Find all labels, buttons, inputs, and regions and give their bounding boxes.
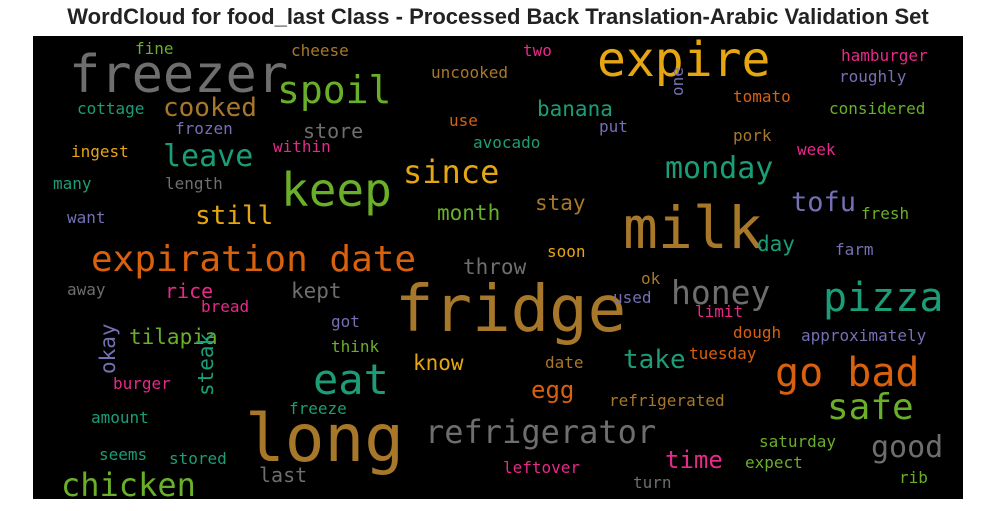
word-tofu: tofu (791, 187, 856, 218)
word-long: long (245, 400, 404, 477)
word-expect: expect (745, 453, 803, 472)
word-still: still (195, 201, 273, 231)
word-within: within (273, 137, 331, 156)
word-monday: monday (665, 151, 773, 186)
word-hamburger: hamburger (841, 46, 928, 65)
word-use: use (449, 111, 478, 130)
word-honey: honey (671, 273, 770, 312)
word-kept: kept (291, 279, 342, 303)
word-stay: stay (535, 191, 586, 215)
word-put: put (599, 117, 628, 136)
word-one: one (668, 67, 687, 96)
word-steak: steak (194, 332, 218, 396)
word-month: month (437, 201, 500, 225)
word-two: two (523, 41, 552, 60)
word-ingest: ingest (71, 142, 129, 161)
word-good: good (871, 430, 943, 465)
word-limit: limit (695, 302, 743, 321)
word-leftover: leftover (503, 458, 580, 477)
word-cloud-area: freezer expire spoil cooked leave keep since mo… (33, 36, 963, 499)
word-group: freezer expire spoil cooked leave keep since mo… (53, 36, 943, 499)
word-tuesday: tuesday (689, 344, 757, 363)
word-frozen: frozen (175, 119, 233, 138)
word-refrigerator: refrigerator (425, 413, 656, 451)
word-take: take (623, 345, 686, 375)
word-fine: fine (135, 39, 174, 58)
word-day: day (757, 232, 795, 256)
word-amount: amount (91, 408, 149, 427)
word-soon: soon (547, 242, 586, 261)
word-approximately: approximately (801, 326, 927, 345)
word-egg: egg (531, 376, 574, 404)
word-go-bad: go bad (775, 350, 920, 396)
word-considered: considered (829, 99, 925, 118)
word-freeze: freeze (289, 399, 347, 418)
word-bread: bread (201, 297, 249, 316)
word-safe: safe (827, 387, 914, 428)
word-since: since (403, 153, 499, 191)
word-used: used (613, 288, 652, 307)
word-burger: burger (113, 374, 171, 393)
word-roughly: roughly (839, 67, 907, 86)
word-tomato: tomato (733, 87, 791, 106)
word-rice: rice (165, 279, 213, 303)
word-avocado: avocado (473, 133, 540, 152)
word-got: got (331, 312, 360, 331)
word-last: last (259, 463, 307, 487)
word-refrigerated: refrigerated (609, 391, 725, 410)
word-banana: banana (537, 97, 613, 121)
word-tilapia: tilapia (129, 325, 218, 349)
word-length: length (165, 174, 223, 193)
word-seems: seems (99, 445, 147, 464)
word-ok: ok (641, 269, 661, 288)
word-date: date (545, 353, 584, 372)
word-expire: expire (597, 36, 770, 88)
word-dough: dough (733, 323, 781, 342)
word-rib: rib (899, 468, 928, 487)
word-fridge: fridge (395, 273, 626, 347)
word-saturday: saturday (759, 432, 836, 451)
word-okay: okay (96, 323, 120, 374)
word-know: know (413, 351, 464, 375)
word-expiration-date: expiration date (91, 239, 416, 280)
word-think: think (331, 337, 380, 356)
cloud-background (33, 36, 963, 499)
word-throw: throw (463, 255, 527, 279)
word-uncooked: uncooked (431, 63, 508, 82)
word-pizza: pizza (823, 275, 943, 321)
word-farm: farm (835, 240, 874, 259)
word-cottage: cottage (77, 99, 144, 118)
word-keep: keep (281, 163, 392, 217)
word-cloud: freezer expire spoil cooked leave keep since mo… (33, 36, 963, 499)
word-pork: pork (733, 126, 772, 145)
word-store: store (303, 119, 363, 143)
word-cheese: cheese (291, 41, 349, 60)
chart-title: WordCloud for food_last Class - Processe… (67, 4, 929, 29)
word-time: time (665, 446, 723, 474)
word-milk: milk (623, 194, 763, 262)
word-eat: eat (313, 355, 389, 404)
word-week: week (797, 140, 836, 159)
word-fresh: fresh (861, 204, 909, 223)
word-stored: stored (169, 449, 227, 468)
word-turn: turn (633, 473, 672, 492)
word-spoil: spoil (277, 68, 391, 112)
word-freezer: freezer (69, 45, 288, 105)
word-chicken: chicken (61, 466, 196, 499)
word-away: away (67, 280, 106, 299)
word-many: many (53, 174, 92, 193)
word-want: want (67, 208, 106, 227)
word-cooked: cooked (163, 93, 257, 123)
word-leave: leave (163, 139, 253, 174)
